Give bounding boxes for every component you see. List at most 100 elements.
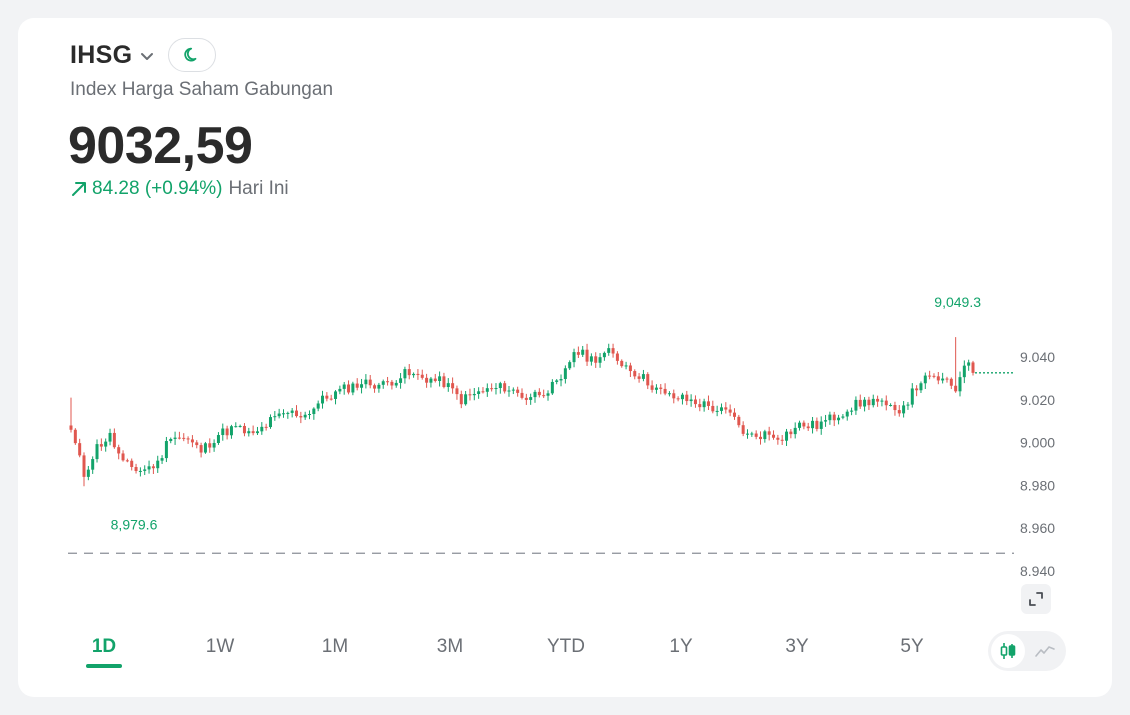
candle-body [706, 401, 710, 406]
candle-body [242, 425, 246, 434]
candle-body [459, 394, 463, 405]
candle-body [190, 439, 194, 443]
candle-body [208, 443, 212, 448]
candle-body [355, 383, 359, 388]
candlestick-icon [1000, 643, 1016, 659]
candle-body [949, 378, 953, 386]
range-tab-3m[interactable]: 3M [436, 636, 464, 657]
candle-body [134, 467, 138, 471]
range-tab-1w[interactable]: 1W [205, 636, 235, 657]
candle-body [676, 398, 680, 400]
candle-body [728, 409, 732, 413]
candle-body [871, 398, 875, 406]
candle-body [633, 371, 637, 377]
candle-body [889, 404, 893, 406]
candlestick-mode-button[interactable] [991, 634, 1025, 668]
candle-body [806, 426, 810, 429]
candle-body [711, 405, 715, 412]
candle-body [559, 379, 563, 381]
candle-body [91, 459, 95, 470]
expand-icon [1029, 592, 1043, 606]
candle-body [446, 383, 450, 388]
candle-body [451, 383, 455, 389]
candle-body [420, 374, 424, 378]
candle-body [576, 352, 580, 355]
range-tab-1d[interactable]: 1D [91, 636, 117, 657]
candle-body [637, 376, 641, 379]
range-tab-ytd[interactable]: YTD [547, 636, 585, 657]
line-mode-button[interactable] [1028, 634, 1062, 668]
candle-body [286, 412, 290, 414]
candle-body [841, 416, 845, 418]
candle-body [186, 438, 190, 440]
candle-body [919, 383, 923, 391]
candle-body [585, 349, 589, 362]
candle-body [945, 378, 949, 380]
candle-body [368, 379, 372, 386]
candle-body [464, 394, 468, 405]
candle-body [893, 404, 897, 411]
candle-body [407, 369, 411, 376]
candle-body [802, 422, 806, 427]
ticker-row: IHSG [70, 38, 217, 72]
candle-body [303, 414, 307, 418]
candle-body [641, 374, 645, 379]
candle-body [724, 407, 728, 410]
candle-body [503, 383, 507, 392]
ticker-symbol[interactable]: IHSG [70, 40, 133, 69]
candle-body [351, 383, 355, 393]
candle-body [719, 407, 723, 411]
candle-body [390, 381, 394, 386]
candle-body [429, 378, 433, 383]
y-tick-label: 8.960 [1020, 520, 1055, 536]
candle-body [598, 357, 602, 363]
candle-body [962, 365, 966, 378]
candle-body [151, 466, 155, 469]
candle-body [680, 394, 684, 400]
y-tick-label: 8.980 [1020, 477, 1055, 493]
candle-body [481, 391, 485, 393]
arrow-up-right-icon [72, 182, 86, 196]
candle-body [99, 444, 103, 447]
candle-body [763, 431, 767, 440]
candle-body [511, 389, 515, 391]
candle-body [897, 410, 901, 414]
candle-body [121, 453, 125, 461]
candle-body [646, 374, 650, 386]
candle-body [438, 376, 442, 382]
candlestick-chart[interactable]: 9.040 9.020 9.000 8.980 8.960 8.940 9,049.3 8,9… [18, 18, 1112, 618]
theme-toggle-button[interactable] [168, 38, 217, 72]
candle-body [685, 394, 689, 402]
candle-body [954, 385, 958, 392]
candle-body [832, 414, 836, 421]
candle-body [507, 390, 511, 392]
candle-body [321, 395, 325, 404]
range-tab-5y[interactable]: 5Y [900, 636, 924, 657]
line-chart-icon [1035, 646, 1055, 657]
stock-card: IHSG Index Harga Saham Gabungan 9032,59 … [18, 18, 1112, 697]
range-tab-1y[interactable]: 1Y [669, 636, 693, 657]
candle-body [746, 433, 749, 435]
candle-body [542, 395, 546, 397]
candle-body [225, 428, 229, 436]
candle-body [845, 411, 849, 417]
candle-body [377, 384, 381, 389]
expand-chart-button[interactable] [1021, 584, 1051, 614]
candle-body [815, 420, 819, 429]
range-tab-3y[interactable]: 3Y [785, 636, 809, 657]
candle-body [932, 375, 936, 377]
candle-body [902, 405, 906, 414]
y-tick-label: 9.020 [1020, 392, 1055, 408]
candle-body [290, 410, 294, 413]
candle-body [516, 389, 520, 393]
candle-body [611, 348, 615, 354]
candle-body [767, 431, 771, 435]
candle-body [741, 425, 745, 434]
range-tab-1m[interactable]: 1M [321, 636, 349, 657]
candle-body [229, 426, 233, 436]
candle-body [793, 427, 797, 435]
candle-body [221, 428, 225, 436]
candle-body [494, 388, 498, 390]
candle-body [568, 362, 572, 369]
chevron-down-icon[interactable] [140, 51, 154, 61]
